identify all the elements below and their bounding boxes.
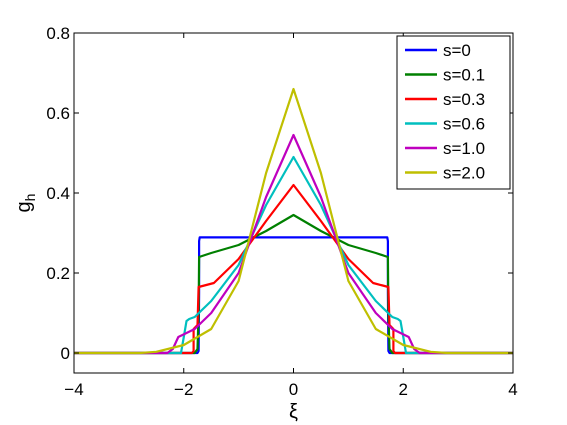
series-line-0 [74, 236, 513, 355]
legend-label-3: s=0.6 [443, 115, 485, 134]
x-tick-label: 4 [508, 380, 517, 399]
legend-label-0: s=0 [443, 41, 471, 60]
x-tick-label: −4 [64, 380, 83, 399]
legend-label-4: s=1.0 [443, 139, 485, 158]
series-line-5 [74, 87, 513, 355]
y-tick-label: 0 [61, 344, 70, 363]
legend-label-2: s=0.3 [443, 90, 485, 109]
y-tick-label: 0.6 [46, 104, 70, 123]
y-axis-label: gh [13, 194, 38, 213]
legend: s=0 s=0.1 s=0.3 s=0.6 s=1.0 s=2.0 [396, 35, 511, 190]
x-tick-label: 2 [399, 380, 408, 399]
y-axis-label-main: g [13, 201, 35, 212]
legend-box [396, 35, 511, 190]
plot-lines [74, 87, 513, 355]
x-axis-label: ξ [289, 401, 298, 423]
svg-text:gh: gh [13, 194, 38, 213]
series-line-3 [74, 155, 513, 355]
y-tick-label: 0.8 [46, 24, 70, 43]
tick-labels: −4 −2 0 2 4 0 0.2 0.4 0.6 0.8 [46, 24, 517, 399]
series-line-2 [74, 183, 513, 355]
series-line-4 [74, 133, 513, 355]
x-tick-label: 0 [289, 380, 298, 399]
x-tick-label: −2 [174, 380, 193, 399]
y-tick-label: 0.2 [46, 264, 70, 283]
legend-label-1: s=0.1 [443, 66, 485, 85]
series-line-1 [74, 213, 513, 355]
y-axis-label-subscript: h [22, 194, 38, 202]
legend-label-5: s=2.0 [443, 164, 485, 183]
ticks [73, 32, 514, 373]
y-tick-label: 0.4 [46, 184, 70, 203]
